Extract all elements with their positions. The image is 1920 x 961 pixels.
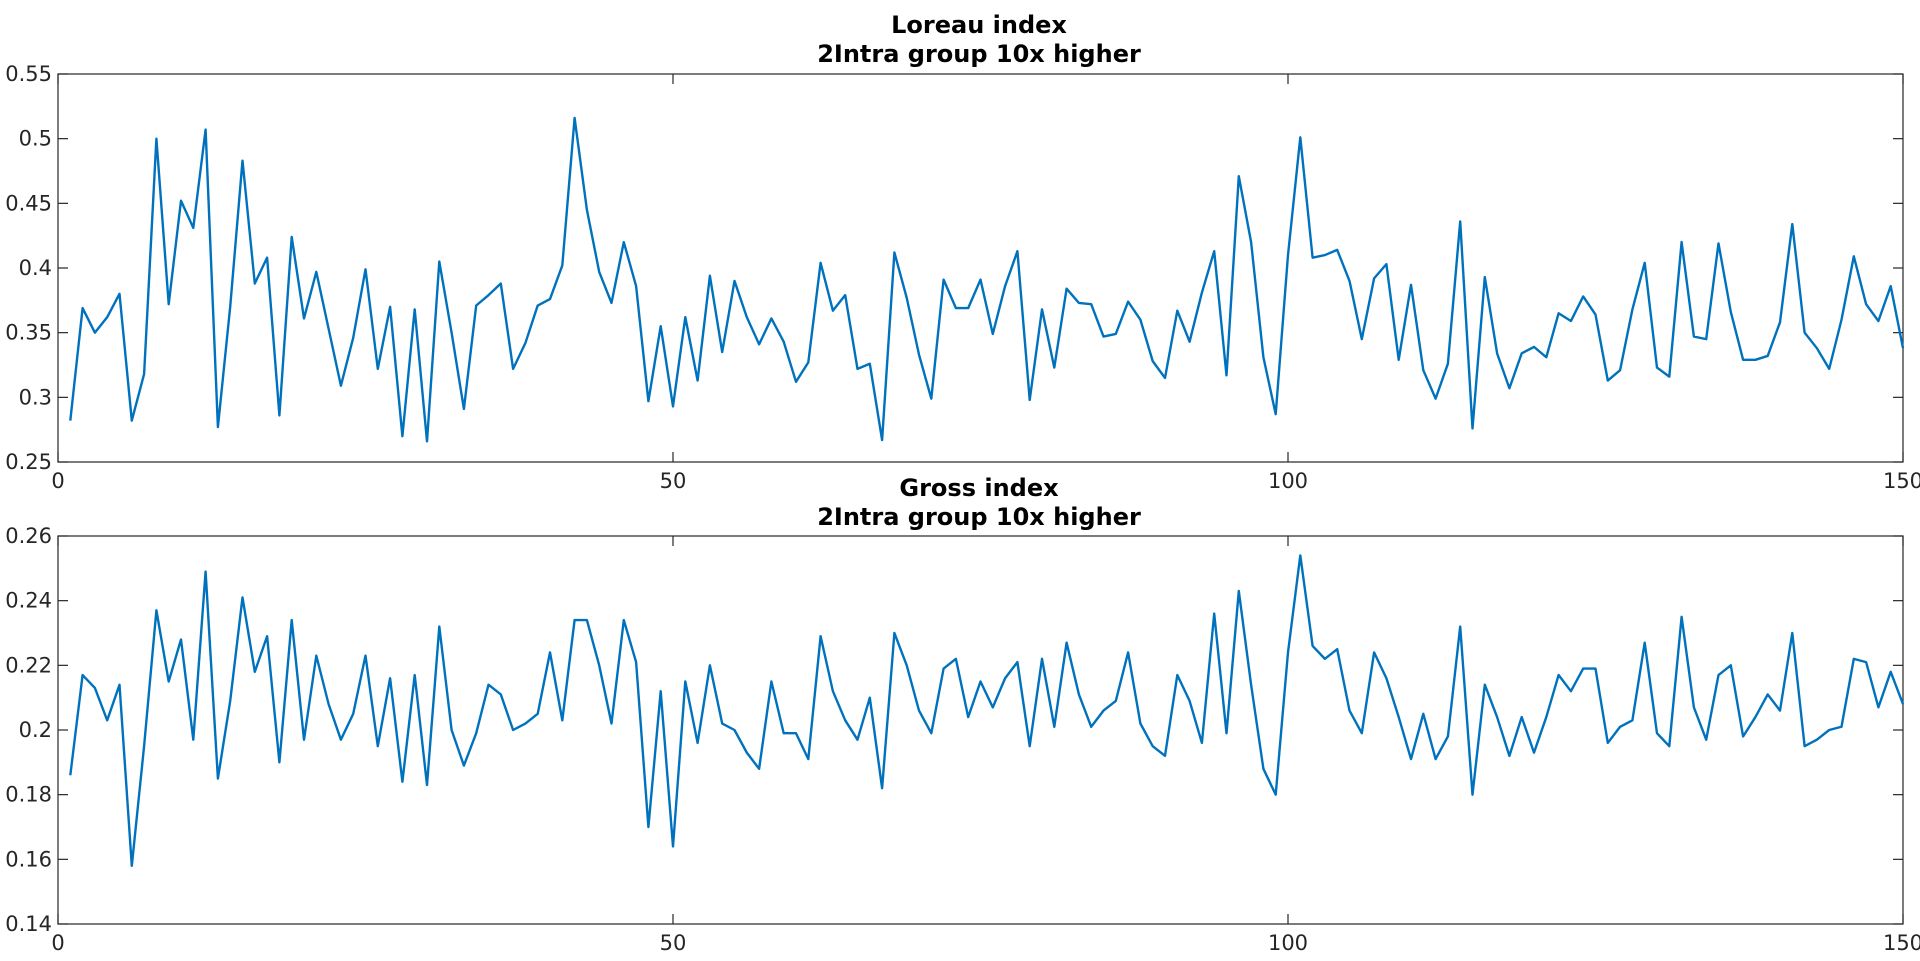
loreau-chart-title: Loreau index [891, 11, 1067, 39]
loreau-y-tick-label: 0.3 [19, 385, 52, 409]
gross-plot-area [57, 535, 1904, 925]
loreau-x-tick-label: 100 [1268, 469, 1308, 493]
loreau-y-tick-label: 0.55 [5, 62, 52, 86]
gross-y-tick-label: 0.22 [5, 653, 52, 677]
gross-y-tick-label: 0.14 [5, 912, 52, 936]
loreau-y-tick-labels: 0.25 0.3 0.35 0.4 0.45 0.5 0.55 [5, 62, 52, 474]
loreau-y-tick-label: 0.25 [5, 450, 52, 474]
gross-chart-title: Gross index [899, 474, 1059, 502]
gross-y-tick-label: 0.18 [5, 783, 52, 807]
loreau-y-tick-label: 0.4 [19, 256, 52, 280]
gross-x-tick-label: 100 [1268, 931, 1308, 955]
gross-x-tick-labels: 0 50 100 150 [51, 931, 1920, 955]
gross-y-tick-label: 0.26 [5, 524, 52, 548]
loreau-chart-subtitle: 2Intra group 10x higher [817, 40, 1141, 68]
gross-y-tick-labels: 0.14 0.16 0.18 0.2 0.22 0.24 0.26 [5, 524, 52, 936]
loreau-y-tick-label: 0.45 [5, 191, 52, 215]
loreau-series-line [69, 116, 1905, 443]
loreau-y-tick-label: 0.35 [5, 321, 52, 345]
loreau-x-tick-label: 150 [1883, 469, 1920, 493]
gross-tick-marks [57, 535, 1904, 925]
gross-x-tick-label: 0 [51, 931, 64, 955]
gross-y-tick-label: 0.16 [5, 847, 52, 871]
gross-panel: Gross index 2Intra group 10x higher 0.14… [5, 474, 1920, 955]
gross-series-line [69, 554, 1905, 867]
gross-x-tick-label: 50 [660, 931, 687, 955]
gross-chart-subtitle: 2Intra group 10x higher [817, 503, 1141, 531]
loreau-x-tick-label: 0 [51, 469, 64, 493]
loreau-plot-area [57, 73, 1904, 463]
gross-y-tick-label: 0.2 [19, 718, 52, 742]
loreau-panel: Loreau index 2Intra group 10x higher 0.2… [5, 11, 1920, 493]
gross-x-tick-label: 150 [1883, 931, 1920, 955]
loreau-x-tick-labels: 0 50 100 150 [51, 469, 1920, 493]
loreau-tick-marks [57, 73, 1904, 463]
loreau-x-tick-label: 50 [660, 469, 687, 493]
gross-y-tick-label: 0.24 [5, 589, 52, 613]
loreau-y-tick-label: 0.5 [19, 127, 52, 151]
